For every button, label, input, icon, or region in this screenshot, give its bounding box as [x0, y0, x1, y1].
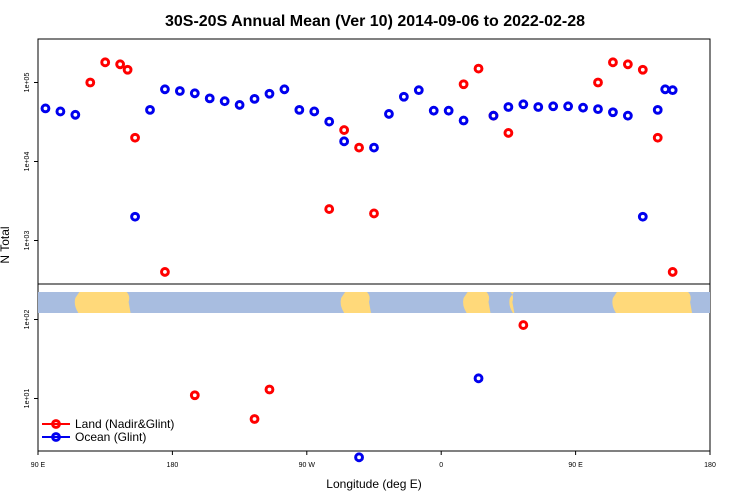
- land-point: [652, 132, 663, 143]
- land-point: [503, 128, 514, 138]
- ocean-point: [204, 93, 215, 104]
- land-point: [324, 204, 335, 214]
- ocean-point: [145, 104, 155, 115]
- ocean-point: [174, 86, 185, 96]
- ocean-point: [294, 104, 305, 115]
- ocean-point: [369, 142, 379, 153]
- ocean-point: [563, 101, 574, 112]
- land-point: [518, 320, 529, 330]
- ocean-point: [249, 94, 260, 104]
- ocean-point: [473, 373, 484, 384]
- land-point: [667, 267, 678, 277]
- land-map-strip: [74, 292, 693, 313]
- ocean-point: [503, 102, 514, 112]
- land-point: [622, 59, 633, 70]
- chart-title: 30S-20S Annual Mean (Ver 10) 2014-09-06 …: [165, 13, 585, 30]
- ocean-point: [339, 136, 350, 147]
- land-point: [189, 390, 200, 401]
- ocean-point: [548, 101, 559, 112]
- ocean-point: [660, 84, 671, 95]
- ocean-point: [70, 109, 81, 120]
- land-point: [85, 77, 96, 88]
- land-point: [473, 63, 484, 74]
- land-point: [637, 64, 648, 75]
- legend-ocean-label: Ocean (Glint): [75, 430, 146, 444]
- ocean-point: [234, 100, 245, 110]
- land-point: [354, 142, 364, 153]
- ocean-point: [354, 452, 364, 463]
- ocean-point: [160, 84, 170, 95]
- ocean-point: [608, 107, 618, 118]
- land-point: [122, 64, 133, 75]
- y-tick-label: 1e+01: [24, 389, 31, 409]
- land-point: [249, 414, 260, 424]
- land-point: [100, 57, 111, 68]
- ocean-point: [667, 85, 678, 96]
- ocean-point: [398, 91, 409, 102]
- land-region: [463, 292, 491, 313]
- ocean-point: [428, 105, 439, 116]
- land-point: [339, 125, 350, 135]
- land-point: [115, 59, 126, 70]
- ocean-point: [652, 104, 663, 115]
- land-region: [340, 292, 372, 313]
- plot-frame: [37, 38, 711, 452]
- ocean-point: [458, 115, 469, 126]
- ocean-point: [40, 103, 51, 114]
- ocean-point: [264, 88, 275, 99]
- y-axis-label: N Total: [0, 226, 12, 263]
- x-tick-label: 0: [439, 462, 443, 469]
- land-point: [130, 132, 140, 143]
- legend-land-label: Land (Nadir&Glint): [75, 417, 174, 431]
- ocean-point: [55, 106, 66, 117]
- land-point: [608, 57, 618, 68]
- ocean-map-strip: [38, 292, 710, 313]
- ocean-point: [533, 102, 544, 112]
- y-tick-label: 1e+03: [24, 231, 31, 251]
- land-region: [612, 292, 693, 313]
- x-tick-label: 90 E: [568, 462, 583, 469]
- y-tick-label: 1e+05: [24, 73, 31, 93]
- land-region: [74, 292, 131, 313]
- ocean-point: [637, 211, 648, 222]
- land-point: [369, 208, 379, 219]
- ocean-point: [384, 109, 394, 119]
- land-point: [458, 79, 469, 90]
- ocean-point: [443, 105, 454, 116]
- land-point: [160, 267, 170, 277]
- land-point: [264, 384, 275, 395]
- ocean-point: [578, 102, 588, 113]
- ocean-point: [622, 110, 633, 121]
- ocean-point: [518, 99, 529, 110]
- x-tick-label: 180: [167, 462, 179, 469]
- legend: Land (Nadir&Glint) Ocean (Glint): [42, 417, 174, 444]
- land-point: [593, 77, 603, 88]
- ocean-point: [309, 106, 320, 117]
- ocean-point: [279, 84, 290, 95]
- x-tick-label: 90 E: [31, 462, 46, 469]
- data-points: [40, 57, 678, 463]
- y-tick-label: 1e+04: [24, 152, 31, 172]
- ocean-point: [219, 96, 230, 107]
- land-region: [509, 292, 515, 313]
- x-axis-label: Longitude (deg E): [326, 477, 421, 491]
- x-tick-label: 90 W: [299, 462, 316, 469]
- axis-ticks: 90 E 180 90 W 0 90 E 180 1e+01 1e+02 1e+03 1e+04 1…: [24, 73, 716, 469]
- ocean-point: [189, 88, 200, 99]
- ocean-point: [130, 211, 140, 222]
- ocean-point: [593, 104, 603, 115]
- x-tick-label: 180: [704, 462, 716, 469]
- legend-ocean-marker: [51, 432, 61, 442]
- legend-land-marker: [51, 419, 61, 429]
- ocean-point: [324, 116, 335, 127]
- y-tick-label: 1e+02: [24, 310, 31, 330]
- ocean-point: [413, 85, 424, 96]
- ocean-point: [488, 110, 499, 121]
